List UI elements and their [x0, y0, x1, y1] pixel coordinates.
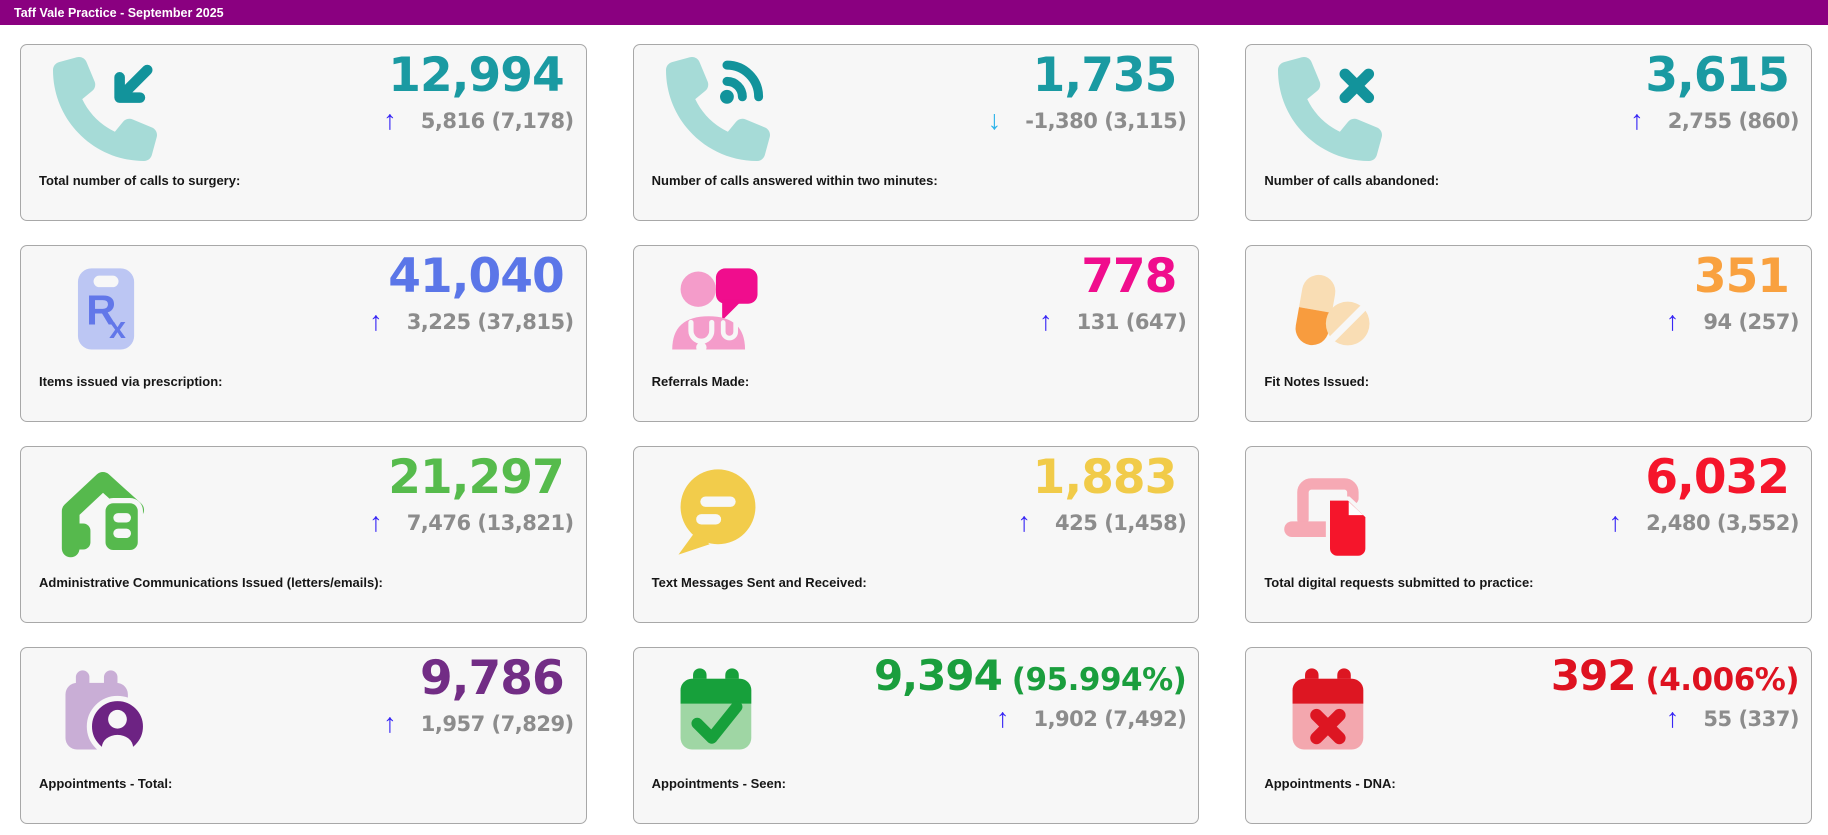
- trend-up-arrow-icon: ↑: [1630, 105, 1644, 136]
- svg-text:R: R: [86, 287, 116, 334]
- stat-delta: 94 (257): [1703, 309, 1799, 334]
- chat-bubble-icon: [678, 469, 756, 555]
- stat-label: Fit Notes Issued:: [1264, 374, 1370, 389]
- stat-value-block: 41,040 ↑ 3,225 (37,815): [369, 249, 574, 337]
- page-title: Taff Vale Practice - September 2025: [14, 5, 224, 20]
- trend-up-arrow-icon: ↑: [1039, 306, 1053, 337]
- stat-card-calls-answered: 1,735 ↓ -1,380 (3,115) Number of calls an…: [632, 44, 1200, 221]
- laptop-document-icon: [1284, 478, 1370, 560]
- stat-value: 778: [1081, 249, 1177, 304]
- stat-label: Total number of calls to surgery:: [39, 173, 241, 188]
- stat-label: Number of calls abandoned:: [1264, 173, 1440, 188]
- stat-label: Items issued via prescription:: [39, 374, 223, 389]
- stat-label: Total digital requests submitted to prac…: [1264, 575, 1534, 590]
- stat-value-block: 1,883 ↑ 425 (1,458): [1018, 453, 1187, 536]
- stat-value: 392: [1550, 651, 1637, 700]
- stat-value-block: 21,297 ↑ 7,476 (13,821): [369, 450, 574, 538]
- trend-up-arrow-icon: ↑: [1608, 507, 1623, 538]
- stat-label: Referrals Made:: [651, 374, 750, 389]
- trend-up-arrow-icon: ↑: [383, 708, 397, 739]
- stat-card-appointments-seen: 9,394 (95.994%) ↑ 1,902 (7,492) Appointmen…: [632, 647, 1200, 824]
- stat-card-text-messages: 1,883 ↑ 425 (1,458) Text Messages Sent an…: [632, 446, 1200, 623]
- stat-card-admin-communications: 21,297 ↑ 7,476 (13,821) Administrative Co…: [20, 446, 587, 623]
- stat-value-block: 12,994 ↑ 5,816 (7,178): [383, 48, 574, 136]
- house-mail-icon: [61, 472, 144, 558]
- stat-card-appointments-total: 9,786 ↑ 1,957 (7,829) Appointments - Tota…: [20, 647, 587, 824]
- stat-value-block: 351 ↑ 94 (257): [1665, 249, 1800, 337]
- stat-label: Administrative Communications Issued (le…: [39, 575, 383, 590]
- stat-delta: 7,476 (13,821): [406, 510, 574, 535]
- calendar-person-icon: [65, 670, 149, 758]
- kpi-grid: 12,994 ↑ 5,816 (7,178) Total number of ca…: [0, 25, 1828, 824]
- stat-label: Appointments - Total:: [39, 776, 173, 791]
- pills-icon: [1295, 274, 1370, 346]
- trend-up-arrow-icon: ↑: [1017, 507, 1032, 538]
- stat-card-prescriptions: R x 41,040 ↑ 3,225 (37,815) Items issued …: [20, 245, 587, 422]
- stat-percent: (4.006%): [1645, 662, 1800, 698]
- stat-delta: 3,225 (37,815): [406, 309, 574, 334]
- stat-value: 9,394: [873, 651, 1003, 700]
- stat-value: 6,032: [1645, 450, 1790, 505]
- trend-up-arrow-icon: ↑: [995, 703, 1010, 734]
- stat-card-calls-abandoned: 3,615 ↑ 2,755 (860) Number of calls aband…: [1245, 44, 1812, 221]
- svg-text:x: x: [109, 312, 126, 345]
- trend-up-arrow-icon: ↑: [369, 507, 383, 538]
- stat-delta: 1,957 (7,829): [420, 711, 574, 736]
- stat-label: Number of calls answered within two minu…: [651, 173, 938, 188]
- stat-card-referrals: 778 ↑ 131 (647) Referrals Made:: [632, 245, 1200, 422]
- stat-percent: (95.994%): [1011, 662, 1187, 698]
- prescription-icon: R x: [77, 268, 135, 350]
- stat-label: Text Messages Sent and Received:: [651, 575, 867, 590]
- stat-label: Appointments - DNA:: [1264, 776, 1396, 791]
- trend-up-arrow-icon: ↑: [1665, 306, 1680, 337]
- phone-volume-icon: [665, 57, 770, 161]
- stat-value: 1,883: [1032, 450, 1178, 505]
- stat-value: 351: [1693, 249, 1790, 304]
- stat-delta: 55 (337): [1703, 706, 1799, 731]
- stat-card-total-calls: 12,994 ↑ 5,816 (7,178) Total number of ca…: [20, 44, 587, 221]
- stat-value-block: 9,394 (95.994%) ↑ 1,902 (7,492): [873, 651, 1187, 734]
- stat-delta: -1,380 (3,115): [1025, 108, 1187, 133]
- stat-delta: 425 (1,458): [1055, 510, 1187, 535]
- stat-value: 41,040: [388, 249, 564, 304]
- stat-delta: 5,816 (7,178): [420, 108, 574, 133]
- stat-card-appointments-dna: 392 (4.006%) ↑ 55 (337) Appointments - DNA…: [1245, 647, 1812, 824]
- stat-delta: 2,755 (860): [1667, 108, 1800, 133]
- stat-label: Appointments - Seen:: [651, 776, 786, 791]
- referral-icon: [671, 268, 758, 353]
- stat-value: 1,735: [1032, 48, 1178, 103]
- trend-up-arrow-icon: ↑: [383, 105, 397, 136]
- stat-value-block: 778 ↑ 131 (647): [1039, 249, 1187, 337]
- stat-value-block: 392 (4.006%) ↑ 55 (337): [1550, 651, 1800, 734]
- stat-value-block: 9,786 ↑ 1,957 (7,829): [383, 651, 574, 739]
- phone-xmark-icon: [1278, 57, 1383, 161]
- stat-value: 3,615: [1645, 48, 1790, 103]
- stat-card-fit-notes: 351 ↑ 94 (257) Fit Notes Issued:: [1245, 245, 1812, 422]
- app-header: Taff Vale Practice - September 2025: [0, 0, 1828, 25]
- stat-value: 12,994: [388, 48, 564, 103]
- stat-value-block: 1,735 ↓ -1,380 (3,115): [988, 51, 1187, 134]
- calendar-xmark-icon: [1292, 668, 1364, 750]
- calendar-check-icon: [680, 668, 751, 750]
- stat-value: 21,297: [388, 450, 564, 505]
- stat-value-block: 6,032 ↑ 2,480 (3,552): [1608, 450, 1800, 538]
- trend-down-arrow-icon: ↓: [987, 105, 1002, 136]
- trend-up-arrow-icon: ↑: [369, 306, 383, 337]
- stat-delta: 131 (647): [1076, 309, 1187, 334]
- trend-up-arrow-icon: ↑: [1665, 703, 1680, 734]
- stat-card-digital-requests: 6,032 ↑ 2,480 (3,552) Total digital reque…: [1245, 446, 1812, 623]
- stat-value: 9,786: [419, 651, 565, 706]
- stat-delta: 2,480 (3,552): [1646, 510, 1799, 535]
- stat-delta: 1,902 (7,492): [1033, 706, 1187, 731]
- stat-value-block: 3,615 ↑ 2,755 (860): [1630, 51, 1799, 134]
- phone-incoming-icon: [53, 57, 157, 161]
